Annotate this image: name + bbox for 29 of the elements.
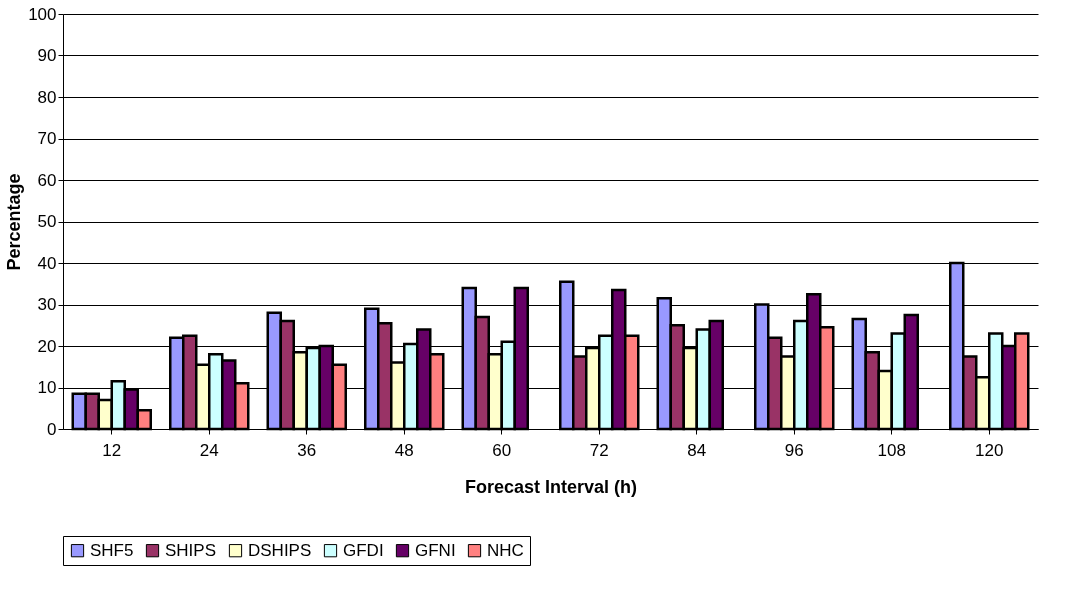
legend-label: GFDI bbox=[343, 540, 384, 560]
x-tick-label: 120 bbox=[975, 440, 1004, 460]
y-tick-label: 0 bbox=[47, 419, 57, 439]
y-tick-label: 90 bbox=[37, 46, 57, 65]
y-tick-label: 40 bbox=[37, 253, 57, 273]
y-tick-label: 80 bbox=[37, 87, 57, 107]
x-tick-label: 72 bbox=[589, 440, 609, 460]
legend-label: SHIPS bbox=[165, 540, 217, 560]
y-tick-label: 100 bbox=[28, 4, 57, 24]
x-tick-label: 48 bbox=[394, 440, 414, 460]
y-tick-label: 30 bbox=[37, 295, 57, 314]
x-tick-label: 84 bbox=[687, 440, 707, 460]
y-tick-label: 50 bbox=[37, 212, 57, 231]
legend-label: SHF5 bbox=[90, 540, 134, 560]
x-tick-label: 96 bbox=[784, 440, 804, 460]
y-tick-label: 10 bbox=[37, 378, 57, 397]
y-axis-title: Percentage bbox=[4, 173, 25, 271]
x-tick-label: 108 bbox=[877, 440, 906, 460]
y-tick-label: 60 bbox=[37, 170, 57, 190]
x-tick-label: 12 bbox=[102, 440, 122, 460]
legend-label: NHC bbox=[487, 540, 524, 560]
x-tick-label: 60 bbox=[492, 440, 512, 460]
legend-label: DSHIPS bbox=[248, 540, 312, 560]
x-axis-title: Forecast Interval (h) bbox=[464, 476, 638, 497]
x-tick-label: 36 bbox=[297, 440, 317, 460]
y-tick-label: 70 bbox=[37, 129, 57, 148]
legend-label: GFNI bbox=[415, 540, 456, 560]
x-tick-label: 24 bbox=[199, 440, 219, 460]
y-tick-label: 20 bbox=[37, 336, 57, 356]
